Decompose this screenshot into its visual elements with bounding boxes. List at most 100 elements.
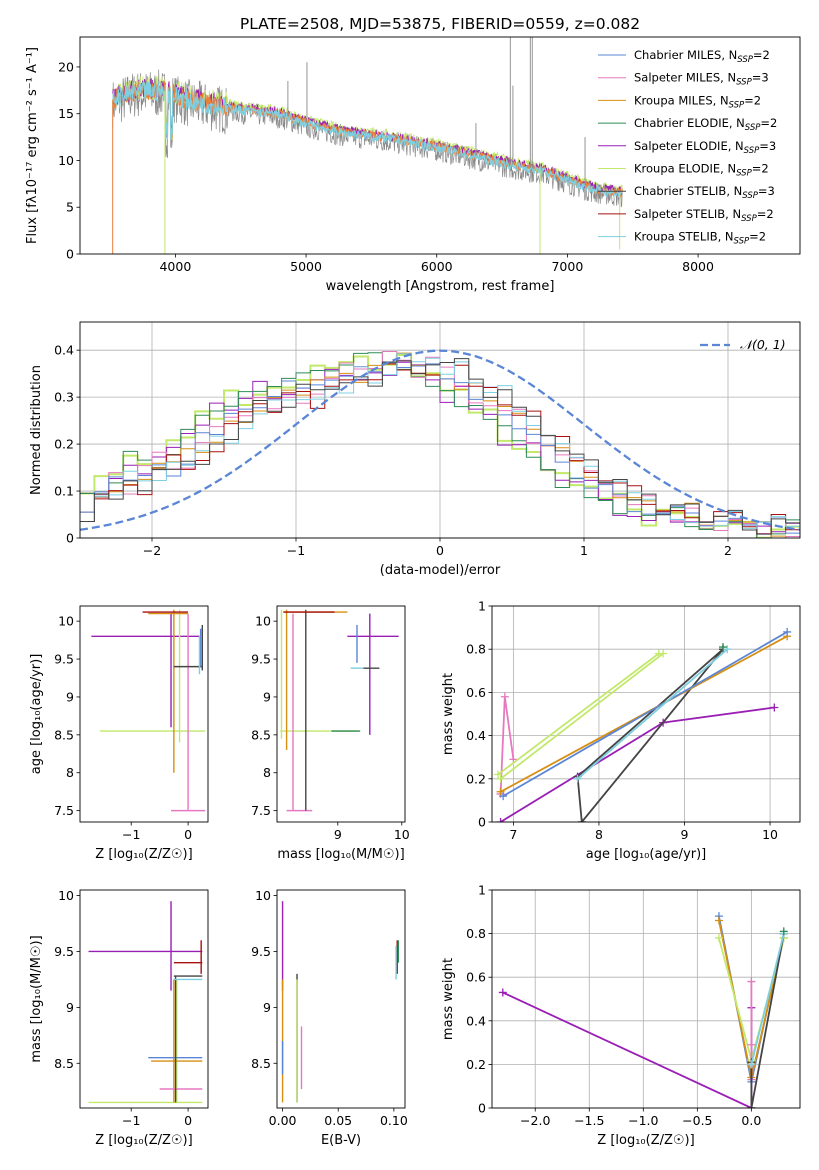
normal-distribution-curve xyxy=(80,349,800,531)
mass-weight-series xyxy=(493,649,663,779)
x-tick-label: 0 xyxy=(436,543,444,558)
legend-label: Kroupa MILES, NSSP=2 xyxy=(634,93,761,110)
y-tick-label: 9 xyxy=(263,689,271,704)
x-tick-label: 0.05 xyxy=(324,1113,352,1128)
x-tick-label: 0.10 xyxy=(380,1113,408,1128)
x-tick-label: −2.0 xyxy=(520,1113,550,1128)
data-point-marker xyxy=(500,692,509,701)
mass-vs-metallicity-panel: −1 0 8.5 9 9.5 10 Z [log₁₀(Z/Z☉)] mass [log₁₀(M… xyxy=(29,888,209,1148)
data-point-marker xyxy=(719,643,727,652)
data-point-marker xyxy=(496,787,505,796)
y-tick-label: 7.5 xyxy=(54,803,74,818)
y-tick-label: 20 xyxy=(58,59,74,74)
y-tick-label: 0.8 xyxy=(466,642,486,657)
mass-weight-series xyxy=(496,703,779,822)
y-tick-label: 9.5 xyxy=(251,652,271,667)
y-tick-label: 10 xyxy=(58,614,74,629)
axes-frame xyxy=(491,889,801,1109)
legend-label: Chabrier STELIB, NSSP=3 xyxy=(634,184,775,201)
ticks: 0.00 0.05 0.10 8.5 9 9.5 10 xyxy=(251,888,408,1128)
y-tick-label: 9.5 xyxy=(54,652,74,667)
legend-label: Salpeter MILES, NSSP=3 xyxy=(634,71,769,88)
x-tick-label: 6000 xyxy=(421,259,453,274)
ticks: −2 −1 0 1 2 0 0.1 0.2 0.3 0.4 xyxy=(54,343,732,558)
residuals-panel: −2 −1 0 1 2 0 0.1 0.2 0.3 0.4 (data-model)/error No… xyxy=(29,321,801,578)
grid xyxy=(80,322,800,539)
model-spectrum-stelib xyxy=(112,80,623,198)
y-tick-label: 9 xyxy=(263,1000,271,1015)
mass-weight-series xyxy=(496,649,668,783)
y-axis-label: mass weight xyxy=(441,673,456,755)
axes-frame xyxy=(79,605,209,823)
legend-label: Salpeter STELIB, NSSP=2 xyxy=(634,207,774,224)
series-line xyxy=(750,933,785,1108)
plot-area xyxy=(280,609,399,812)
series-line xyxy=(577,648,728,780)
y-tick-label: 0 xyxy=(478,815,486,830)
y-tick-label: 0.4 xyxy=(466,1013,486,1028)
x-tick-label: 10 xyxy=(394,827,410,842)
y-tick-label: 0.1 xyxy=(54,484,74,499)
data-point-marker xyxy=(496,818,505,822)
y-tick-label: 0 xyxy=(66,531,74,546)
legend-label: 𝒩(0, 1) xyxy=(740,337,786,352)
y-axis-label: Flux [fλ10⁻¹⁷ erg cm⁻² s⁻¹ A⁻¹] xyxy=(25,47,40,244)
x-tick-label: −0.5 xyxy=(682,1113,712,1128)
y-axis-label: age [log₁₀(age/yr)] xyxy=(29,654,44,775)
legend-label: Chabrier ELODIE, NSSP=2 xyxy=(634,116,777,133)
x-tick-label: −1 xyxy=(122,1113,140,1128)
y-axis-label: Normed distribution xyxy=(29,365,44,495)
x-tick-label: 0.00 xyxy=(269,1113,297,1128)
age-vs-metallicity-panel: −1 0 7.5 8 8.5 9 9.5 10 Z [log₁₀(Z/Z☉)] age [log₁… xyxy=(29,605,209,862)
data-point-marker xyxy=(714,916,723,925)
y-tick-label: 0 xyxy=(66,247,74,262)
ticks: 9 10 7.5 8 8.5 9 9.5 10 xyxy=(251,614,410,842)
y-tick-label: 9 xyxy=(66,689,74,704)
mass-weight-series xyxy=(499,627,792,801)
x-tick-label: 7000 xyxy=(551,259,583,274)
x-axis-label: (data-model)/error xyxy=(380,563,501,578)
data-point-marker xyxy=(577,818,586,822)
series-line xyxy=(497,652,660,776)
y-axis-label: mass [log₁₀(M/M☉)] xyxy=(29,935,44,1062)
y-tick-label: 0.2 xyxy=(466,771,486,786)
y-tick-label: 0.8 xyxy=(466,926,486,941)
y-tick-label: 0 xyxy=(478,1101,486,1116)
data-point-marker xyxy=(714,933,723,942)
legend-label: Kroupa STELIB, NSSP=2 xyxy=(634,230,766,247)
ticks: 4000 5000 6000 7000 8000 0 5 10 15 20 xyxy=(58,59,714,274)
age-vs-mass-panel: 9 10 7.5 8 8.5 9 9.5 10 mass [log₁₀(M/M☉)] xyxy=(251,605,410,862)
y-tick-label: 8.5 xyxy=(251,1056,271,1071)
y-tick-label: 10 xyxy=(255,614,271,629)
residual-histogram xyxy=(80,358,800,535)
data-point-marker xyxy=(499,792,508,801)
data-point-marker xyxy=(770,703,779,712)
series-line xyxy=(500,652,664,780)
axes-frame xyxy=(79,889,209,1109)
data-point-marker xyxy=(747,977,756,986)
y-tick-label: 0.3 xyxy=(54,390,74,405)
y-tick-label: 5 xyxy=(66,200,74,215)
y-tick-label: 7.5 xyxy=(251,803,271,818)
x-tick-label: −1.5 xyxy=(574,1113,604,1128)
y-tick-label: 0.6 xyxy=(466,685,486,700)
figure-title: PLATE=2508, MJD=53875, FIBERID=0559, z=0… xyxy=(240,15,640,33)
y-tick-label: 8.5 xyxy=(54,1056,74,1071)
plot-area xyxy=(91,609,206,812)
data-point-marker xyxy=(498,988,507,997)
y-tick-label: 15 xyxy=(58,106,74,121)
x-tick-label: 1 xyxy=(580,543,588,558)
x-axis-label: mass [log₁₀(M/M☉)] xyxy=(277,847,404,862)
axes-frame xyxy=(276,605,406,823)
data-point-marker xyxy=(723,645,732,654)
x-tick-label: 8000 xyxy=(682,259,714,274)
legend: 𝒩(0, 1) xyxy=(700,337,786,352)
ticks: −2.0 −1.5 −1.0 −0.5 0.0 0 0.2 0.4 0.6 0.8 1 xyxy=(466,883,761,1129)
y-tick-label: 9.5 xyxy=(251,944,271,959)
series-line xyxy=(502,991,753,1108)
y-tick-label: 0.2 xyxy=(466,1057,486,1072)
y-tick-label: 10 xyxy=(255,888,271,903)
y-tick-label: 8 xyxy=(263,765,271,780)
series-line xyxy=(581,648,724,822)
